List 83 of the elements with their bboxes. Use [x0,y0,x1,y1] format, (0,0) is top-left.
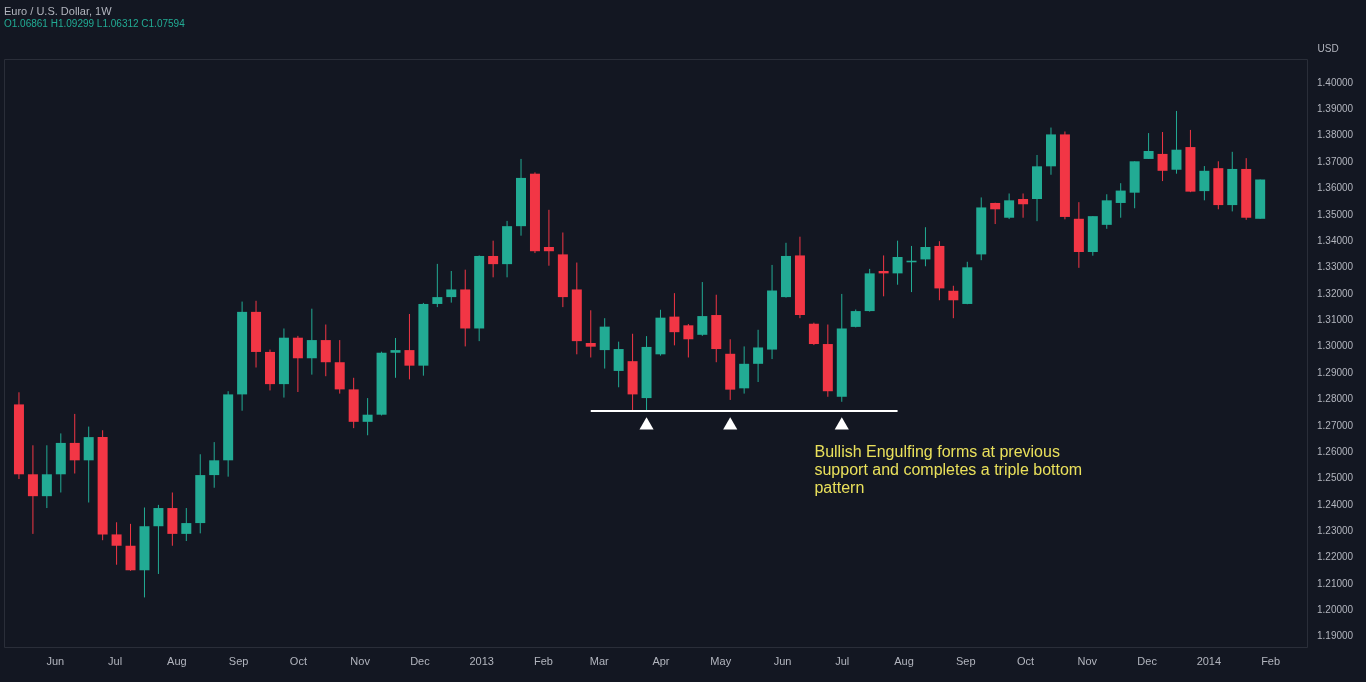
candlestick [808,322,819,346]
x-tick-label: Oct [289,654,307,667]
candlestick [669,292,680,346]
x-tick-label: Nov [1077,654,1098,667]
candlestick [920,226,931,267]
y-tick-label: 1.39000 [1317,103,1354,115]
y-tick-label: 1.20000 [1317,604,1354,616]
candlestick [432,263,443,308]
y-tick-label: 1.33000 [1317,261,1354,273]
candlestick [697,281,708,337]
y-tick-label: 1.34000 [1317,234,1354,246]
y-axis-title: USD [1317,42,1339,54]
candlestick [1171,110,1182,175]
candlestick [585,309,596,358]
y-tick-label: 1.26000 [1317,445,1354,457]
annotation: Bullish Engulfing forms at previous support and completes a triple bottom pattern [814,443,1083,497]
y-tick-label: 1.32000 [1317,287,1354,299]
y-tick-label: 1.23000 [1317,524,1354,536]
candlestick [362,397,373,436]
x-tick-label: 2013 [469,654,494,667]
candlestick [404,313,415,380]
y-tick-label: 1.40000 [1317,76,1354,88]
x-tick-label: Sep [228,654,249,667]
candlestick [41,444,52,509]
x-tick-label: Dec [1137,654,1158,667]
candlestick [390,337,401,379]
candlestick [488,240,499,278]
candlestick [111,521,122,566]
candlestick [1115,182,1126,219]
candlestick [153,504,164,575]
candlestick [1143,132,1154,160]
x-tick-label: 2014 [1196,654,1222,667]
x-tick-label: Aug [167,654,187,667]
y-tick-label: 1.37000 [1317,155,1354,167]
candlestick [753,329,764,383]
candlestick [613,341,624,388]
y-tick-label: 1.29000 [1317,366,1354,378]
x-tick-label: Jun [46,654,65,667]
candlestick [683,323,694,358]
candlestick [1004,192,1015,220]
candlestick [1199,165,1210,201]
candlestick [892,240,903,286]
x-tick-label: Sep [956,654,976,667]
candlestick [83,426,94,503]
y-tick-label: 1.21000 [1317,577,1354,589]
x-tick-label: Nov [350,654,371,667]
y-tick-label: 1.19000 [1317,630,1354,642]
candlestick [209,441,220,489]
y-tick-label: 1.28000 [1317,393,1354,405]
candlestick [27,444,38,535]
candlestick [543,209,554,267]
y-tick-label: 1.22000 [1317,551,1354,563]
candlestick [320,324,331,377]
x-tick-label: Apr [652,654,670,667]
candlestick [446,270,457,304]
candlestick [599,317,610,370]
candlestick [948,285,959,319]
x-tick-label: Oct [1017,654,1035,667]
candlestick [306,308,317,376]
y-tick-label: 1.31000 [1317,314,1354,326]
x-tick-label: Mar [589,654,610,667]
chart-subtitle: O1.06861 H1.09299 L1.06312 C1.07594 [4,18,186,29]
x-tick-label: Jun [773,654,792,667]
x-tick-label: Feb [533,654,553,667]
y-tick-label: 1.38000 [1317,129,1354,141]
chart-title: Euro / U.S. Dollar, 1W [4,5,113,17]
x-tick-label: May [710,654,732,667]
candlestick [1018,192,1029,219]
x-tick-label: Aug [894,654,914,667]
y-tick-label: 1.25000 [1317,472,1354,484]
y-tick-label: 1.36000 [1317,182,1354,194]
y-tick-label: 1.35000 [1317,208,1354,220]
candlestick [181,507,192,542]
y-tick-label: 1.30000 [1317,340,1354,352]
y-tick-label: 1.27000 [1317,419,1354,431]
y-tick-label: 1.24000 [1317,498,1354,510]
candlestick [1157,131,1168,182]
candlestick [69,413,80,474]
x-tick-label: Jul [108,654,123,667]
x-tick-label: Dec [410,654,431,667]
x-tick-label: Jul [835,654,850,667]
x-tick-label: Feb [1261,654,1281,667]
candlestick [292,335,303,393]
